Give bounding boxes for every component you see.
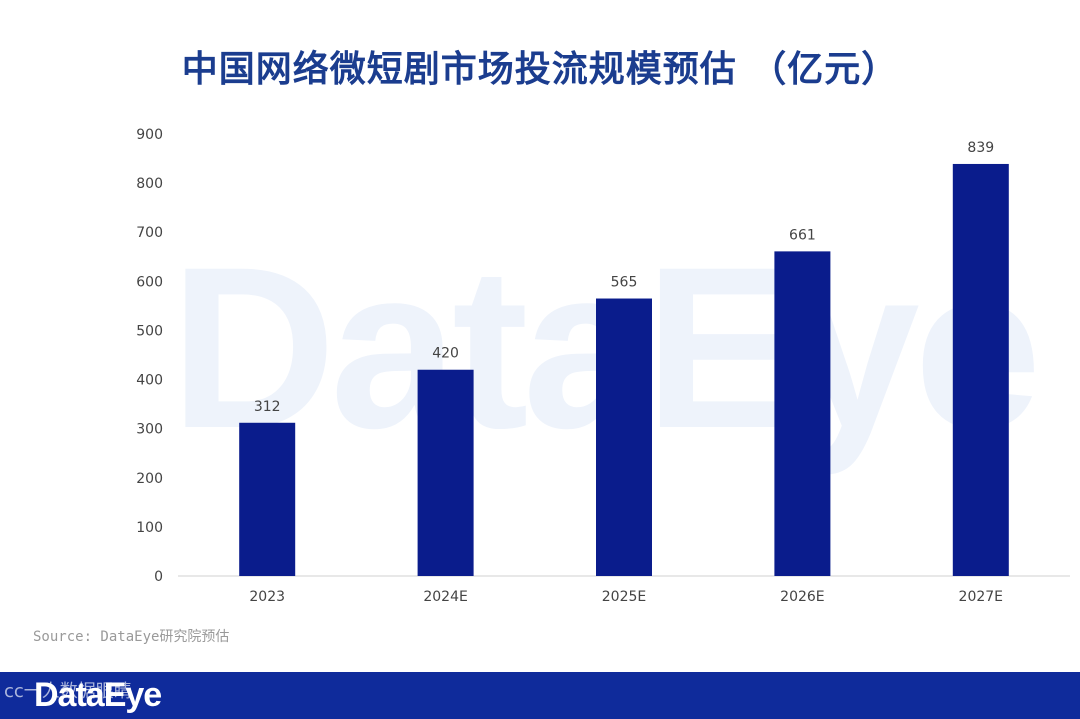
footer-brand-logo: DataEye [34, 676, 162, 714]
data-label: 565 [611, 275, 638, 291]
x-tick-label: 2027E [959, 589, 1003, 605]
bar-2026E [774, 251, 831, 576]
y-tick-label: 0 [154, 569, 163, 585]
x-tick-label: 2025E [602, 589, 646, 605]
bar-2025E [596, 298, 652, 576]
y-tick-label: 600 [136, 274, 163, 290]
x-tick-label: 2026E [780, 589, 824, 605]
x-axis: 2023 2024E 2025E 2026E 2027E [249, 589, 1003, 605]
source-note: Source: DataEye研究院预估 [33, 629, 230, 645]
data-label: 420 [432, 346, 459, 362]
data-label: 839 [967, 140, 994, 156]
chart-title: 中国网络微短剧市场投流规模预估 （亿元） [181, 49, 899, 90]
x-tick-label: 2023 [249, 589, 285, 605]
data-label: 312 [254, 399, 281, 415]
y-tick-label: 400 [136, 373, 163, 389]
footer-bar [0, 672, 1080, 719]
y-tick-label: 700 [136, 225, 163, 241]
y-axis: 0 100 200 300 400 500 600 700 800 900 [136, 127, 163, 585]
y-tick-label: 300 [136, 422, 163, 438]
bar-2024E [417, 369, 474, 576]
y-tick-label: 900 [136, 127, 163, 143]
x-tick-label: 2024E [423, 589, 467, 605]
y-tick-label: 100 [136, 520, 163, 536]
y-tick-label: 500 [136, 323, 163, 339]
bar-chart: 0 100 200 300 400 500 600 700 800 900 312 420 565 66… [136, 127, 1070, 605]
bar-2027E [952, 163, 1009, 577]
data-label: 661 [789, 227, 816, 243]
y-tick-label: 800 [136, 176, 163, 192]
footer-watermark: cc一人数据眼睛 [4, 681, 132, 702]
bar-series: 312 420 565 661 839 [239, 140, 1009, 577]
bar-2023 [239, 422, 296, 576]
y-tick-label: 200 [136, 471, 163, 487]
